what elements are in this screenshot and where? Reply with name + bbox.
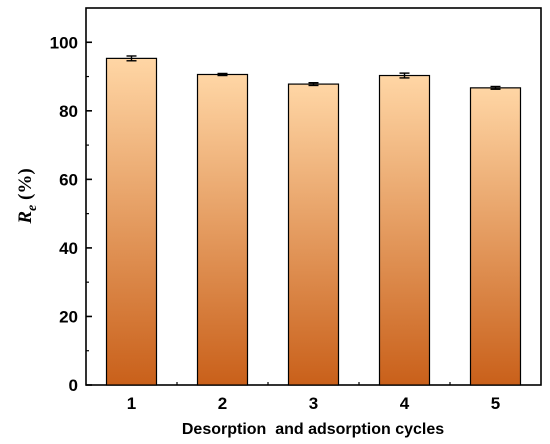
x-tick-label: 2 <box>218 394 227 413</box>
x-tick-label: 4 <box>400 394 410 413</box>
y-axis-title: Re (%) <box>15 168 40 224</box>
bar-cycle-1 <box>105 57 158 386</box>
y-tick-label: 20 <box>59 307 78 326</box>
y-axis-title-subscript: e <box>25 205 40 211</box>
x-tick-label: 1 <box>127 394 136 413</box>
x-tick-label: 3 <box>309 394 318 413</box>
bar-cycle-2 <box>196 73 249 386</box>
x-axis-title: Desorption and adsorption cycles <box>182 421 444 438</box>
y-tick-label: 40 <box>59 239 78 258</box>
y-tick-label: 0 <box>69 376 78 395</box>
x-tick-label: 5 <box>491 394 500 413</box>
bars-group <box>105 55 522 386</box>
bar-cycle-5 <box>469 87 522 386</box>
y-tick-label: 100 <box>50 33 78 52</box>
y-tick-label: 80 <box>59 102 78 121</box>
y-axis-title-unit: (%) <box>15 168 36 204</box>
y-axis-ticks: 0 20 40 60 80 100 <box>50 33 92 395</box>
bar-cycle-4 <box>378 74 431 386</box>
y-axis-title-main: R <box>15 211 36 225</box>
y-tick-label: 60 <box>59 170 78 189</box>
bar-cycle-3 <box>287 83 340 386</box>
